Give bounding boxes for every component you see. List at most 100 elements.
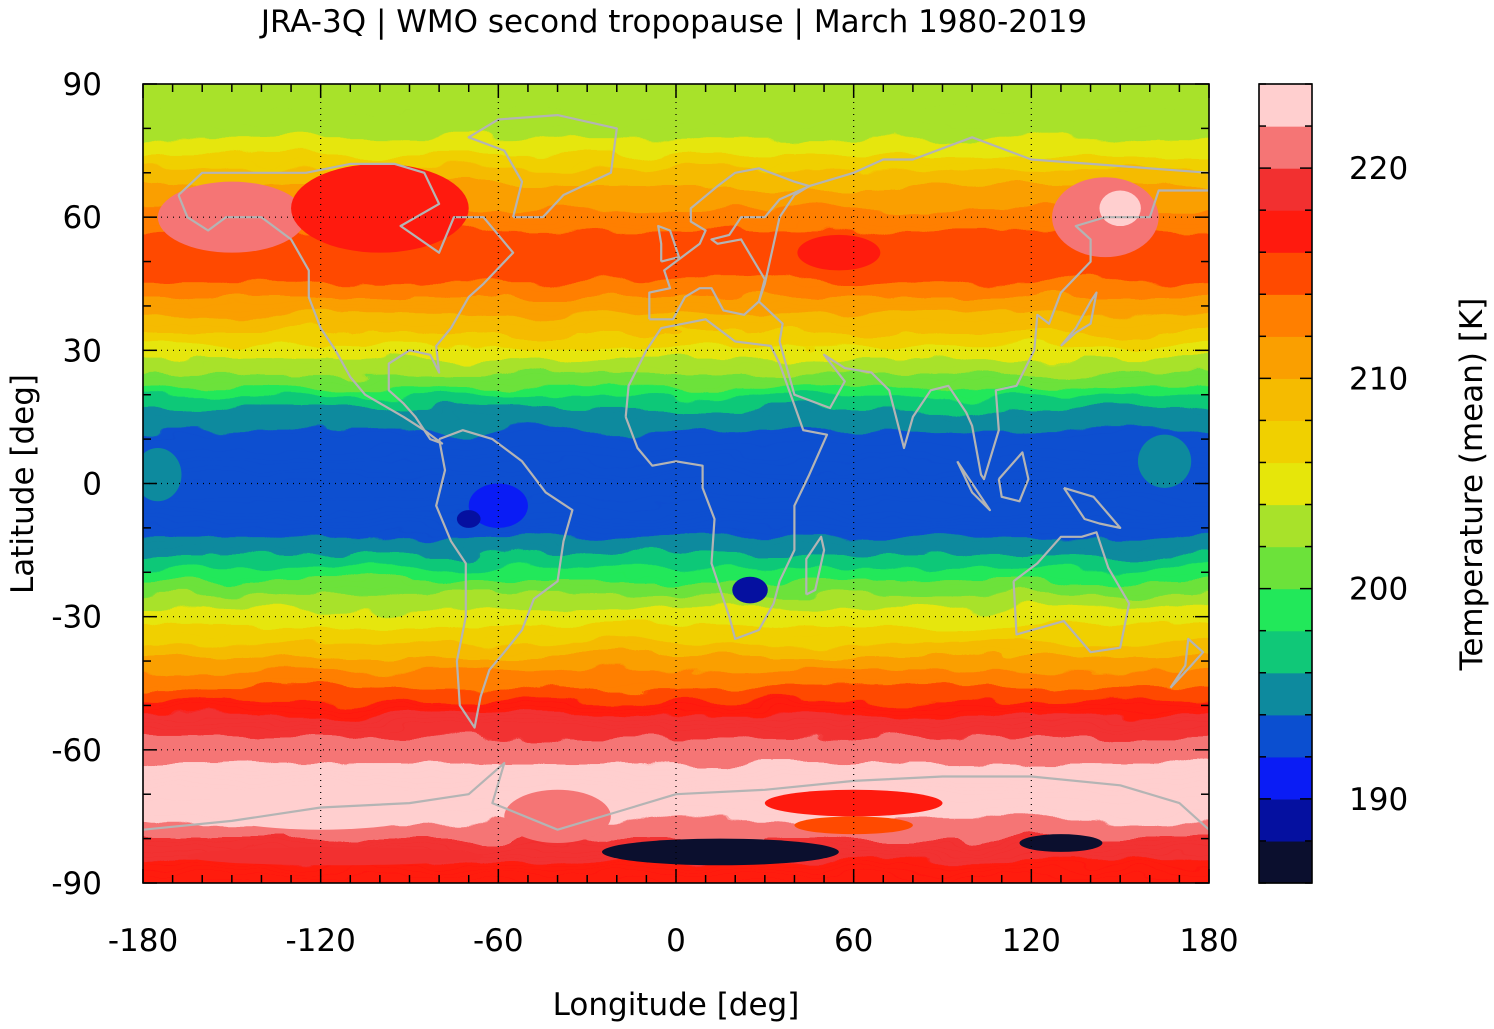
field-band [143, 594, 1209, 600]
field-band [143, 443, 1209, 449]
field-band [143, 665, 1209, 671]
field-band [143, 270, 1209, 276]
field-band [143, 864, 1209, 871]
y-tick-label: 0 [82, 467, 102, 503]
y-tick-label: 60 [63, 200, 102, 236]
colorbar-swatch [1259, 378, 1312, 422]
field-band [143, 682, 1209, 689]
field-band [143, 154, 1209, 160]
field-band [143, 367, 1209, 373]
field-band [143, 758, 1209, 764]
anomaly-region [1019, 834, 1103, 852]
colorbar-swatch [1259, 798, 1312, 842]
colorbar-swatch [1259, 672, 1312, 716]
field-band [143, 563, 1209, 569]
field-band [143, 283, 1209, 289]
field-band [143, 784, 1209, 791]
field-band [143, 420, 1209, 427]
colorbar-swatch [1259, 420, 1312, 464]
field-band [143, 740, 1209, 746]
field-band [143, 576, 1209, 582]
field-band [143, 101, 1209, 107]
colorbar [1258, 83, 1313, 884]
field-band [143, 230, 1209, 236]
colorbar-frame [1258, 83, 1313, 884]
field-band [143, 571, 1209, 578]
colorbar-swatch [1259, 462, 1312, 506]
field-band [143, 287, 1209, 294]
anomaly-region [1099, 190, 1141, 227]
colorbar-swatch [1259, 714, 1312, 758]
field-band [143, 518, 1209, 524]
field-band [143, 487, 1209, 493]
field-band [143, 234, 1209, 240]
field-band [143, 425, 1209, 431]
field-band [143, 811, 1209, 817]
anomaly-region [468, 483, 528, 528]
field-band [143, 540, 1209, 547]
field-band [143, 354, 1209, 360]
field-band [143, 656, 1209, 662]
field-band [143, 483, 1209, 489]
field-band [143, 216, 1209, 223]
field-band [143, 625, 1209, 631]
field-band [143, 434, 1209, 440]
field-band [143, 398, 1209, 404]
y-tick-labels: -90 -60 -30 0 30 60 90 [51, 67, 102, 902]
coastline [805, 535, 826, 596]
field-band [143, 727, 1209, 733]
field-band [143, 132, 1209, 138]
coastline [467, 114, 618, 219]
coastline [997, 451, 1030, 503]
field-band [143, 713, 1209, 720]
colorbar-swatch [1259, 252, 1312, 295]
field-band [143, 824, 1209, 831]
colorbar-swatch [1259, 84, 1312, 127]
field-band [143, 642, 1209, 649]
anomaly-region [797, 234, 881, 271]
colorbar-ticks: 190 200 210 220 [1259, 83, 1408, 884]
x-tick-labels: -180 -120 -60 0 60 120 180 [108, 923, 1239, 959]
field-band [143, 678, 1209, 684]
colorbar-tick-label: 220 [1349, 151, 1408, 187]
field-band [143, 167, 1209, 174]
field-band [143, 523, 1209, 529]
field-band [143, 296, 1209, 302]
coastlines [143, 114, 1209, 831]
field-band [143, 252, 1209, 258]
field-band [143, 314, 1209, 320]
field-band [143, 793, 1209, 800]
x-tick-label: -60 [473, 923, 524, 959]
colorbar-swatch [1259, 210, 1312, 253]
field-band [143, 696, 1209, 702]
field-band [143, 829, 1209, 835]
coastline [648, 167, 811, 321]
field-band [143, 602, 1209, 609]
colorbar-tick-label: 210 [1349, 361, 1408, 397]
colorbar-swatch [1259, 630, 1312, 674]
field-band [143, 722, 1209, 729]
field-band [143, 159, 1209, 165]
y-tick-label: 30 [63, 333, 102, 369]
coastline [177, 162, 515, 445]
field-band [143, 274, 1209, 280]
field-band [143, 589, 1209, 595]
field-band [143, 820, 1209, 826]
field-band [143, 469, 1209, 476]
field-band [143, 141, 1209, 147]
anomaly-region [1137, 434, 1192, 488]
field-band [143, 607, 1209, 613]
field-band [143, 478, 1209, 484]
field-band [143, 301, 1209, 307]
field-band [143, 505, 1209, 511]
field-band [143, 798, 1209, 804]
field-band [143, 545, 1209, 551]
field-band [143, 580, 1209, 586]
field-band [113, 75, 1243, 80]
colorbar-swatch [1259, 504, 1312, 548]
x-tick-label: -180 [108, 923, 178, 959]
field-band [143, 114, 1209, 120]
colorbar-swatch [1259, 756, 1312, 800]
field-band [143, 474, 1209, 480]
field-band [143, 358, 1209, 365]
